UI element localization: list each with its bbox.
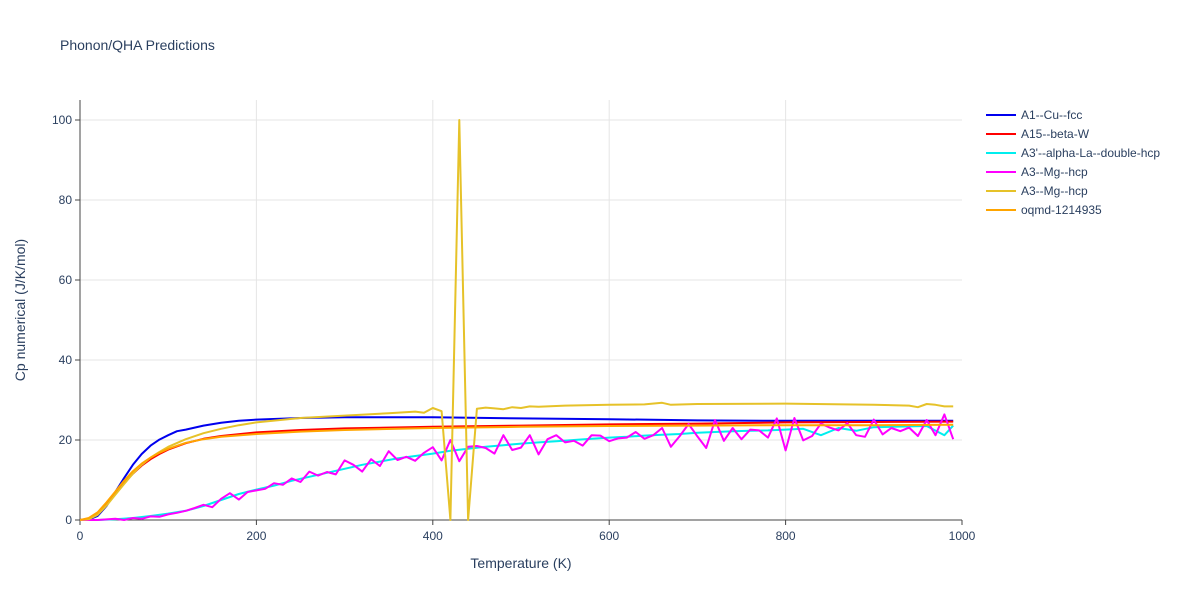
x-tick-label-3: 600 (599, 529, 619, 543)
legend-label-5: oqmd-1214935 (1021, 203, 1102, 217)
legend-item-1[interactable]: A15--beta-W (986, 127, 1090, 141)
y-tick-label-1: 20 (59, 433, 73, 447)
series-group (80, 119, 955, 521)
x-tick-label-4: 800 (776, 529, 796, 543)
series-line-3 (80, 413, 955, 521)
x-axis-title: Temperature (K) (470, 555, 571, 571)
legend-item-4[interactable]: A3--Mg--hcp (986, 184, 1088, 198)
legend-item-2[interactable]: A3'--alpha-La--double-hcp (986, 146, 1160, 160)
x-tick-label-5: 1000 (949, 529, 976, 543)
chart-title: Phonon/QHA Predictions (60, 37, 215, 53)
legend-label-0: A1--Cu--fcc (1021, 108, 1082, 122)
legend-label-1: A15--beta-W (1021, 127, 1090, 141)
x-tick-label-2: 400 (423, 529, 443, 543)
y-axis-title: Cp numerical (J/K/mol) (12, 239, 28, 381)
y-tick-label-4: 80 (59, 193, 73, 207)
y-tick-label-5: 100 (52, 113, 72, 127)
series-line-5 (80, 423, 954, 521)
y-tick-label-0: 0 (65, 513, 72, 527)
x-tick-label-0: 0 (77, 529, 84, 543)
legend-item-0[interactable]: A1--Cu--fcc (986, 108, 1082, 122)
plot-area (80, 119, 955, 521)
legend-label-2: A3'--alpha-La--double-hcp (1021, 146, 1160, 160)
y-tick-label-3: 60 (59, 273, 73, 287)
tick-labels: 0 200 400 600 800 1000 0 20 40 60 80 100 (52, 113, 976, 543)
legend-item-5[interactable]: oqmd-1214935 (986, 203, 1102, 217)
legend: A1--Cu--fcc A15--beta-W A3'--alpha-La--dou… (986, 108, 1160, 217)
grid-lines (80, 100, 962, 520)
legend-label-4: A3--Mg--hcp (1021, 184, 1088, 198)
y-tick-label-2: 40 (59, 353, 73, 367)
legend-item-3[interactable]: A3--Mg--hcp (986, 165, 1088, 179)
legend-label-3: A3--Mg--hcp (1021, 165, 1088, 179)
x-tick-label-1: 200 (246, 529, 266, 543)
